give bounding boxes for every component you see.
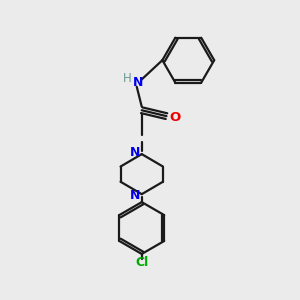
Text: H: H	[123, 72, 132, 85]
Text: N: N	[133, 76, 143, 89]
Text: N: N	[130, 189, 140, 202]
Text: N: N	[130, 146, 140, 159]
Text: O: O	[170, 111, 181, 124]
Text: Cl: Cl	[135, 256, 148, 269]
